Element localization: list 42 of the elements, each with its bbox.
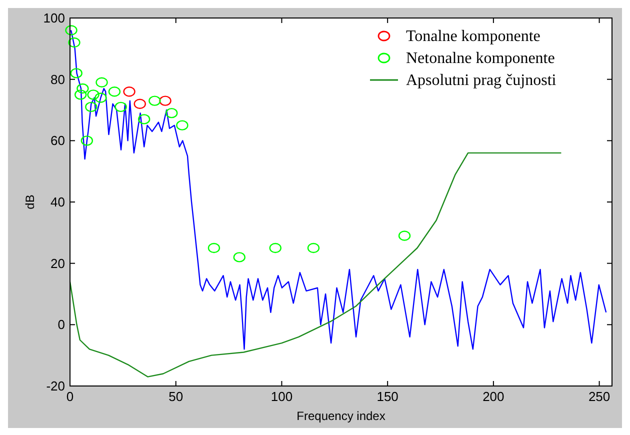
point xyxy=(85,102,98,112)
point xyxy=(68,37,80,48)
point xyxy=(398,230,411,241)
point xyxy=(80,136,94,146)
y-tick-label: 80 xyxy=(50,72,65,87)
x-tick-label: 250 xyxy=(588,389,610,404)
x-tick-label: 100 xyxy=(270,389,293,404)
point xyxy=(208,242,220,254)
point xyxy=(94,92,107,103)
point xyxy=(65,25,78,36)
point xyxy=(166,108,178,118)
legend-label: Apsolutni prag čujnosti xyxy=(406,72,557,89)
point xyxy=(76,83,89,94)
x-axis-title: Frequency index xyxy=(296,409,386,423)
line-series xyxy=(69,152,562,378)
point xyxy=(74,90,87,100)
point xyxy=(138,114,150,124)
y-axis-title: dB xyxy=(23,194,37,210)
point xyxy=(96,77,108,88)
y-tick-label: 100 xyxy=(43,10,65,26)
y-tick-label: 0 xyxy=(58,317,65,332)
legend-label: Netonalne komponente xyxy=(406,50,555,67)
x-tick-label: 50 xyxy=(168,389,184,404)
point xyxy=(108,86,121,97)
point xyxy=(269,242,282,254)
y-tick-label: -20 xyxy=(46,378,65,394)
y-tick-label: 60 xyxy=(50,133,65,148)
legend-label: Tonalne komponente xyxy=(406,28,540,45)
point xyxy=(123,86,136,97)
point xyxy=(148,96,161,106)
point xyxy=(134,98,146,109)
point xyxy=(87,90,100,100)
point xyxy=(233,252,246,262)
point xyxy=(307,242,320,254)
point xyxy=(176,120,188,130)
y-tick-label: 20 xyxy=(50,256,65,271)
x-tick-label: 150 xyxy=(376,389,398,404)
point xyxy=(159,96,172,106)
point xyxy=(70,68,82,78)
y-tick-label: 40 xyxy=(50,194,65,210)
point xyxy=(114,102,127,112)
x-tick-label: 200 xyxy=(482,389,504,404)
